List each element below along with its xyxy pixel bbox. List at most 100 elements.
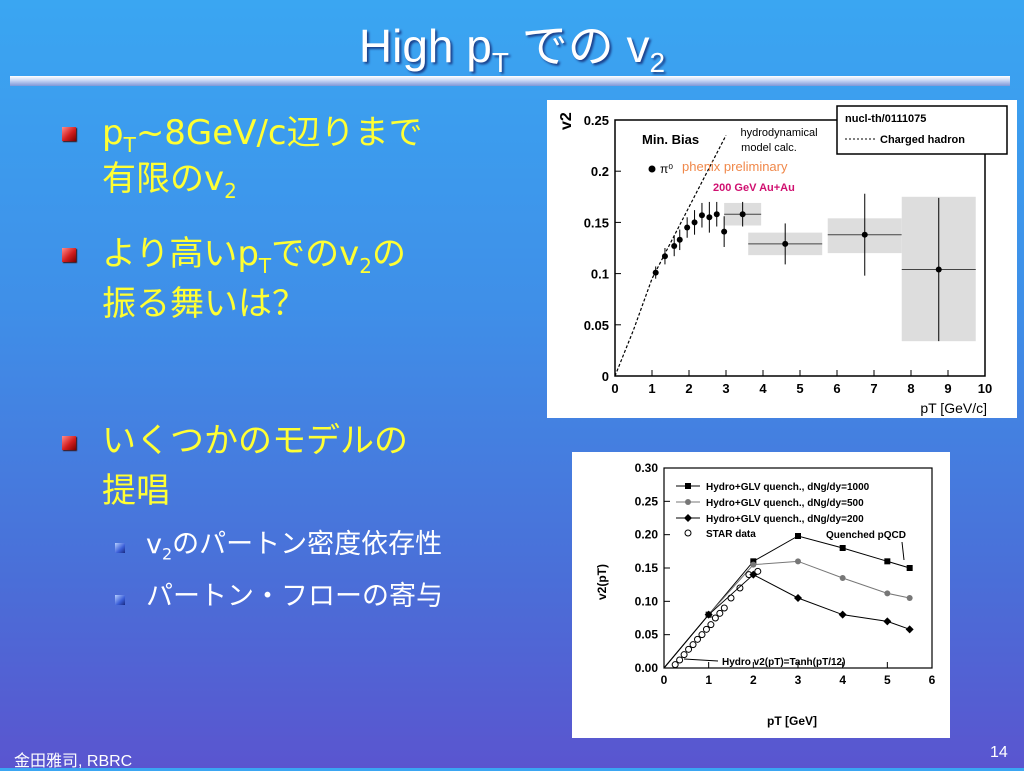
x-tick-label: 1	[648, 381, 655, 396]
page-number: 14	[990, 744, 1008, 761]
star-data-point	[702, 625, 710, 633]
star-data-point	[716, 609, 724, 617]
legend-pi0: π⁰	[660, 162, 673, 176]
star-data-point	[698, 631, 706, 639]
data-point	[739, 211, 746, 218]
y-tick-label-2: 0.05	[635, 628, 659, 642]
legend-box	[836, 105, 1008, 155]
data-point	[721, 228, 728, 235]
model-point	[884, 590, 891, 597]
x-tick-label: 3	[722, 381, 729, 396]
model-point	[704, 610, 713, 619]
footer-author: 金田雅司, RBRC	[14, 753, 133, 770]
phenix-v2-chart-panel: 0 1 2 3 4 5 6 7 8 9 10 0 0.05 0.1 0.15 0.2 0.25 nucl-th/…	[547, 100, 1017, 418]
legend-label: STAR data	[706, 529, 756, 540]
title-subscript-t: T	[491, 47, 509, 79]
bullet-2-line-2: 振る舞いは？	[102, 284, 306, 324]
bullet-1-line-2: 有限のv2	[102, 159, 237, 203]
y-axis-label-2: v2(pT)	[595, 564, 609, 600]
y-tick-label: 0.15	[584, 215, 609, 230]
data-point	[861, 231, 868, 238]
x-tick-label-2: 4	[839, 673, 846, 687]
star-data-point	[736, 584, 744, 592]
star-data-point	[720, 604, 728, 612]
legend-marker	[684, 529, 692, 537]
sub-bullet-marker-1	[115, 543, 125, 553]
label-hydro-tanh: Hydro v2(pT)=Tanh(pT/12)	[722, 657, 845, 668]
data-point	[713, 211, 720, 218]
legend-label: Hydro+GLV quench., dNg/dy=1000	[706, 482, 870, 493]
model-point	[883, 617, 892, 626]
label-phenix-preliminary: phenix preliminary	[682, 159, 788, 174]
model-point	[839, 545, 846, 551]
x-tick-label: 7	[870, 381, 877, 396]
data-point	[652, 269, 659, 276]
y-tick-label-2: 0.00	[635, 661, 659, 675]
x-tick-label-2: 0	[661, 673, 668, 687]
star-data-point	[680, 651, 688, 659]
x-tick-label: 5	[796, 381, 803, 396]
x-tick-label: 6	[833, 381, 840, 396]
star-data-point	[711, 614, 719, 622]
data-point	[676, 236, 683, 243]
phenix-v2-chart: 0 1 2 3 4 5 6 7 8 9 10 0 0.05 0.1 0.15 0.2 0.25 nucl-th/…	[558, 105, 1008, 416]
x-tick-label: 4	[759, 381, 767, 396]
legend-marker	[685, 483, 691, 489]
data-point	[661, 253, 668, 260]
y-tick-label-2: 0.15	[635, 561, 659, 575]
bullet-marker-3	[62, 436, 76, 450]
legend-pi0-marker	[648, 165, 656, 173]
label-auau: 200 GeV Au+Au	[713, 182, 795, 194]
model-point	[884, 558, 891, 565]
x-tick-label: 8	[907, 381, 914, 396]
model-curve	[663, 560, 910, 669]
model-point	[794, 594, 802, 602]
model-curve	[663, 535, 910, 669]
quenched-arrow	[901, 541, 905, 561]
label-hydro-1: hydrodynamical	[740, 127, 817, 139]
model-point	[905, 625, 914, 634]
x-tick-label-2: 1	[705, 673, 712, 687]
star-data-point	[671, 661, 679, 669]
legend-marker	[685, 499, 691, 505]
model-point	[906, 595, 913, 601]
data-point	[706, 214, 713, 221]
model-point	[838, 610, 847, 619]
x-tick-label-2: 2	[750, 673, 757, 687]
y-tick-label: 0	[602, 369, 609, 384]
legend-ref: nucl-th/0111075	[845, 113, 926, 125]
legend-marker	[684, 514, 692, 522]
model-point	[906, 565, 913, 571]
y-tick-label: 0.2	[591, 164, 609, 179]
title-text-mid: での v	[508, 20, 650, 72]
label-quenched-pqcd: Quenched pQCD	[826, 530, 906, 541]
slide-title: High pT での v2	[0, 10, 1024, 79]
data-point	[684, 224, 691, 231]
hydro-arrow	[683, 658, 719, 662]
sub-bullet-1: v2のパートン密度依存性	[146, 529, 443, 564]
model-point	[839, 575, 846, 581]
bullet-3-line-1: いくつかのモデルの	[102, 421, 408, 461]
data-point	[782, 240, 789, 247]
legend-charged-hadron: Charged hadron	[880, 134, 965, 146]
y-axis-label: v2	[558, 112, 575, 130]
star-data-point	[707, 621, 715, 629]
x-tick-label-2: 5	[884, 673, 891, 687]
y-tick-label-2: 0.25	[635, 494, 659, 508]
x-axis-label-2: pT [GeV]	[767, 714, 817, 728]
sub-bullet-2: パートン・フローの寄与	[146, 581, 443, 612]
model-point	[795, 533, 801, 539]
y-tick-label-2: 0.10	[635, 594, 659, 608]
model-point	[750, 558, 757, 565]
data-point	[698, 212, 705, 219]
star-data-point	[745, 571, 753, 579]
x-tick-label-2: 6	[929, 673, 936, 687]
model-point	[795, 558, 801, 565]
sub-bullet-marker-2	[115, 595, 125, 605]
x-tick-label: 2	[685, 381, 692, 396]
y-tick-label-2: 0.30	[635, 461, 659, 475]
bullet-2-line-1: より高いpTでのv2の	[102, 234, 406, 278]
data-point	[671, 242, 678, 249]
legend-label: Hydro+GLV quench., dNg/dy=500	[706, 498, 864, 509]
label-hydro-2: model calc.	[741, 142, 797, 154]
